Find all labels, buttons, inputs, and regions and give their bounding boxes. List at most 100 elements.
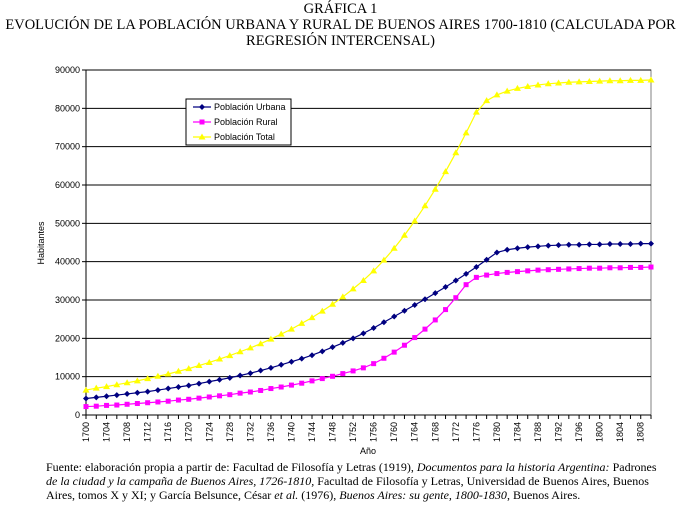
data-point xyxy=(154,372,162,379)
legend-marker xyxy=(198,133,206,140)
data-point xyxy=(525,268,531,274)
data-point xyxy=(165,398,171,404)
data-point xyxy=(596,77,604,84)
data-point xyxy=(627,264,633,270)
legend-item: Población Total xyxy=(193,132,275,142)
data-point xyxy=(463,282,469,288)
data-point xyxy=(258,387,264,393)
data-point xyxy=(484,272,490,278)
data-point xyxy=(92,384,100,391)
data-point xyxy=(380,256,388,263)
data-point xyxy=(318,307,326,314)
source-text-1: Fuente: elaboración propia a partir de: … xyxy=(46,460,417,474)
data-point xyxy=(637,240,644,247)
data-point xyxy=(195,362,203,369)
data-point xyxy=(535,243,541,250)
data-point xyxy=(329,344,336,351)
data-point xyxy=(309,352,315,359)
data-point xyxy=(648,264,654,270)
source-text-2: Padrones xyxy=(609,460,657,474)
data-point xyxy=(123,379,131,386)
data-point xyxy=(83,395,89,402)
data-point xyxy=(267,335,275,342)
data-point xyxy=(565,241,572,248)
x-tick-label: 1728 xyxy=(225,422,235,442)
data-point xyxy=(164,370,172,377)
data-point xyxy=(319,348,326,355)
data-point xyxy=(483,256,490,263)
data-point xyxy=(421,202,429,209)
data-point xyxy=(431,185,439,192)
data-point xyxy=(134,401,140,406)
data-point xyxy=(237,372,244,379)
legend: Población Urbana Población Rural Población… xyxy=(185,98,292,146)
data-point xyxy=(237,390,243,396)
x-tick-label: 1800 xyxy=(595,422,605,442)
grid-lines xyxy=(86,69,651,378)
data-point xyxy=(206,378,213,385)
data-point xyxy=(174,367,182,374)
chart-title: EVOLUCIÓN DE LA POBLACIÓN URBANA Y RURAL… xyxy=(5,17,676,49)
y-tick-label: 80000 xyxy=(55,103,80,113)
data-point xyxy=(626,76,634,83)
x-tick-label: 1768 xyxy=(430,422,440,442)
y-tick-label: 60000 xyxy=(55,180,80,190)
data-point xyxy=(82,386,90,393)
data-point xyxy=(442,168,450,175)
data-point xyxy=(278,384,284,390)
data-point xyxy=(114,402,120,408)
series-poblacion-total xyxy=(82,76,655,393)
y-tick-label: 90000 xyxy=(55,65,80,75)
data-point xyxy=(227,392,233,398)
data-point xyxy=(514,269,520,275)
x-tick-label: 1772 xyxy=(451,422,461,442)
data-point xyxy=(339,339,346,346)
data-point xyxy=(412,335,418,341)
data-point xyxy=(401,307,408,314)
source-italic-3: et al. xyxy=(274,488,299,502)
source-text-3: Facultad de Filosofía y Letras, Universi… xyxy=(46,474,649,502)
data-point xyxy=(288,382,294,388)
data-point xyxy=(555,79,563,86)
data-point xyxy=(205,358,213,365)
plot-area xyxy=(85,69,652,416)
x-tick-label: 1700 xyxy=(81,422,91,442)
data-point xyxy=(339,293,347,300)
data-point xyxy=(514,245,521,252)
data-point xyxy=(494,271,500,277)
data-point xyxy=(257,340,265,347)
data-point xyxy=(155,399,161,405)
legend-label: Población Total xyxy=(214,132,275,142)
data-point xyxy=(545,242,552,249)
data-point xyxy=(144,375,152,382)
data-point xyxy=(452,277,459,284)
legend-marker xyxy=(199,119,205,125)
data-point xyxy=(185,365,193,372)
data-point xyxy=(453,295,459,301)
data-point xyxy=(535,267,541,273)
source-italic-4: Buenos Aires: su gente, 1800-1830 xyxy=(339,488,507,502)
data-point xyxy=(524,244,531,251)
data-point xyxy=(175,384,182,391)
data-point xyxy=(463,270,470,277)
data-point xyxy=(616,77,624,84)
x-tick-label: 1756 xyxy=(369,422,379,442)
data-point xyxy=(93,403,99,409)
x-tick-label: 1792 xyxy=(554,422,564,442)
data-point xyxy=(104,402,110,408)
data-point xyxy=(217,393,223,399)
data-point xyxy=(309,378,315,384)
legend-label: Población Rural xyxy=(214,117,278,127)
data-point xyxy=(278,361,285,368)
data-point xyxy=(267,364,274,371)
x-tick-label: 1764 xyxy=(410,422,420,442)
data-point xyxy=(576,266,582,272)
x-tick-label: 1808 xyxy=(636,422,646,442)
data-point xyxy=(617,241,624,248)
data-point xyxy=(566,266,572,272)
data-point xyxy=(411,217,419,224)
x-tick-label: 1732 xyxy=(245,422,255,442)
data-point xyxy=(576,241,583,248)
data-point xyxy=(370,267,378,274)
data-point xyxy=(585,78,593,84)
